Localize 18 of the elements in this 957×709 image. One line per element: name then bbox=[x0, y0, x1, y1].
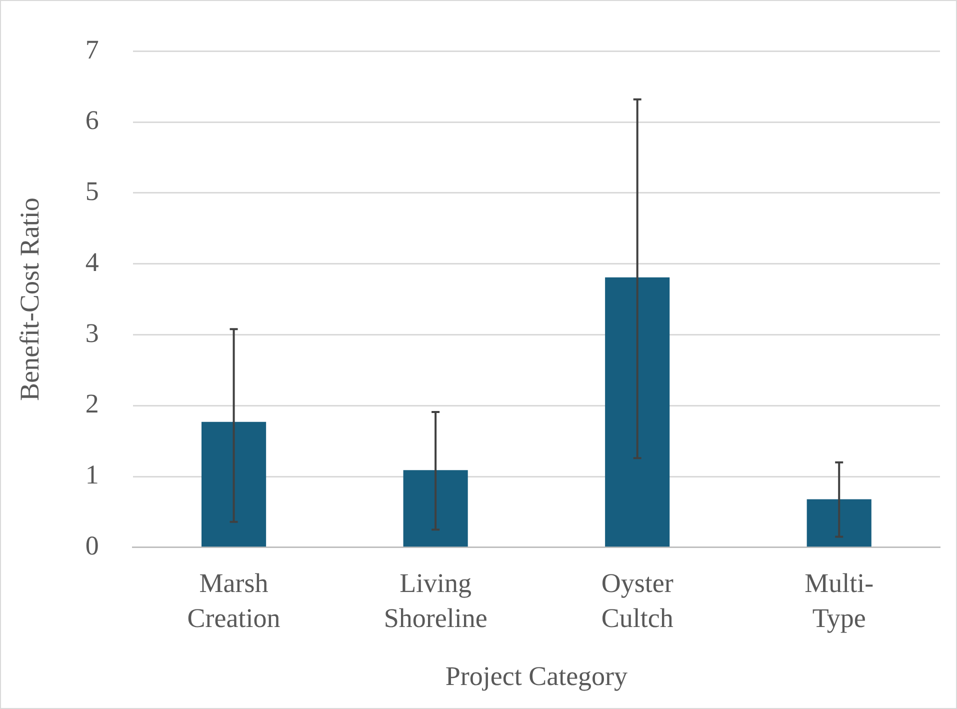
x-tick-label: Multi-Type bbox=[804, 568, 874, 634]
bar bbox=[605, 277, 670, 547]
y-tick-label: 6 bbox=[85, 105, 99, 136]
y-tick-label: 5 bbox=[85, 176, 99, 206]
y-tick-label: 0 bbox=[85, 530, 99, 560]
x-tick-label: Marsh Creation bbox=[187, 568, 281, 634]
x-axis-title: Project Category bbox=[445, 660, 628, 691]
bar bbox=[202, 422, 266, 547]
y-tick-label: 7 bbox=[85, 34, 99, 64]
y-tick-label: 4 bbox=[85, 246, 100, 277]
y-tick-label: 1 bbox=[85, 460, 99, 490]
bar bbox=[806, 499, 872, 547]
bar bbox=[403, 470, 468, 547]
x-tick-label: Living Shoreline bbox=[384, 568, 488, 634]
x-tick-label: Oyster Cultch bbox=[601, 568, 674, 634]
y-tick-label: 3 bbox=[85, 318, 99, 348]
y-axis-title: Benefit-Cost Ratio bbox=[14, 198, 44, 401]
y-tick-label: 2 bbox=[85, 388, 99, 419]
